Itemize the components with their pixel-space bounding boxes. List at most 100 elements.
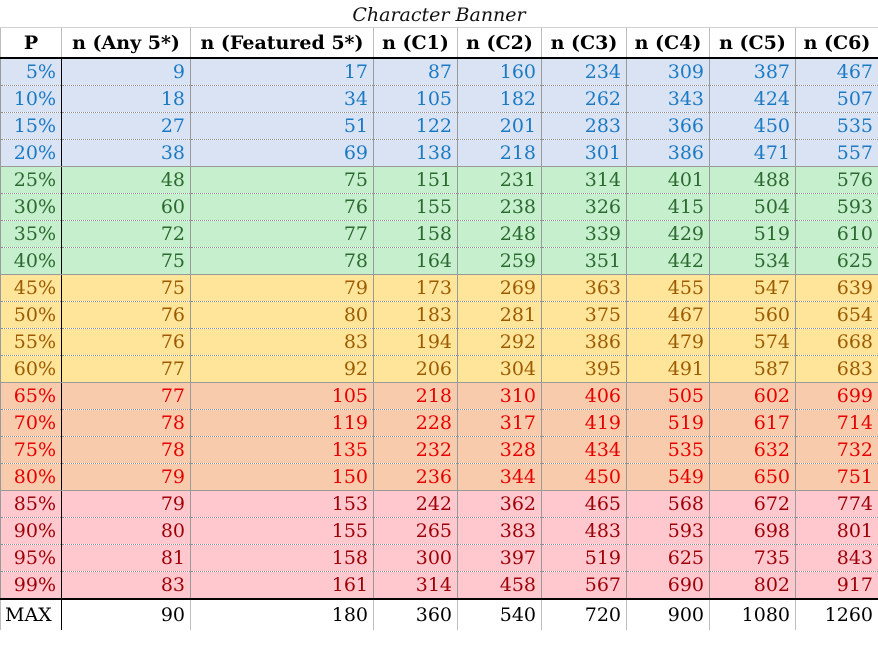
pull-count-cell: 344 [457,463,542,491]
table-row: 90% 80 155 265 383 483 593 698 801 [0,517,878,545]
pull-count-cell: 269 [457,274,542,302]
header-c2: n (C2) [457,28,542,59]
max-cell: 1260 [795,598,878,630]
table-row: 85% 79 153 242 362 465 568 672 774 [0,490,878,518]
probability-cell: 5% [0,58,62,86]
probability-cell: 65% [0,382,62,410]
pull-count-cell: 397 [457,544,542,572]
pull-count-cell: 119 [190,409,374,437]
probability-cell: 50% [0,301,62,329]
pull-count-cell: 259 [457,247,542,275]
pull-count-cell: 698 [709,517,796,545]
pull-count-cell: 593 [626,517,710,545]
pull-count-cell: 281 [457,301,542,329]
pull-count-cell: 450 [541,463,627,491]
pull-count-cell: 182 [457,85,542,113]
pull-count-cell: 491 [626,355,710,383]
table-row: 20% 38 69 138 218 301 386 471 557 [0,139,878,167]
pull-count-cell: 158 [373,220,458,248]
probability-cell: 30% [0,193,62,221]
pull-count-cell: 76 [61,328,191,356]
pull-count-cell: 774 [795,490,878,518]
pull-count-cell: 843 [795,544,878,572]
pull-count-cell: 309 [626,58,710,86]
pull-count-cell: 81 [61,544,191,572]
pull-count-cell: 560 [709,301,796,329]
pull-count-cell: 576 [795,166,878,194]
pull-count-cell: 60 [61,193,191,221]
pull-count-cell: 683 [795,355,878,383]
pull-count-cell: 194 [373,328,458,356]
pull-count-cell: 429 [626,220,710,248]
table-row: 40% 75 78 164 259 351 442 534 625 [0,247,878,275]
pull-count-cell: 77 [61,355,191,383]
table-row: 30% 60 76 155 238 326 415 504 593 [0,193,878,221]
pull-count-cell: 83 [190,328,374,356]
pull-count-cell: 75 [61,274,191,302]
pull-count-cell: 699 [795,382,878,410]
pull-count-cell: 80 [61,517,191,545]
pull-count-cell: 105 [190,382,374,410]
pull-count-cell: 587 [709,355,796,383]
probability-cell: 45% [0,274,62,302]
pull-count-cell: 105 [373,85,458,113]
pull-count-cell: 639 [795,274,878,302]
pull-count-cell: 38 [61,139,191,167]
pull-count-cell: 78 [61,436,191,464]
probability-cell: 85% [0,490,62,518]
max-cell: 90 [61,598,191,630]
pull-count-cell: 386 [626,139,710,167]
pull-count-cell: 155 [190,517,374,545]
pull-count-cell: 328 [457,436,542,464]
header-c4: n (C4) [626,28,710,59]
pull-count-cell: 80 [190,301,374,329]
pull-count-cell: 455 [626,274,710,302]
max-label: MAX [0,598,62,630]
pull-count-cell: 519 [541,544,627,572]
pull-count-cell: 317 [457,409,542,437]
pull-count-cell: 617 [709,409,796,437]
pull-count-cell: 314 [373,571,458,600]
pull-count-cell: 568 [626,490,710,518]
max-cell: 720 [541,598,627,630]
table-row: 50% 76 80 183 281 375 467 560 654 [0,301,878,329]
pull-count-cell: 672 [709,490,796,518]
probability-cell: 25% [0,166,62,194]
pull-count-cell: 362 [457,490,542,518]
table-body: 5% 9 17 87 160 234 309 387 467 10% 18 34 105 182 262 34… [0,58,878,600]
max-row: MAX 90 180 360 540 720 900 1080 1260 [0,598,878,630]
header-c3: n (C3) [541,28,627,59]
header-any-5star: n (Any 5*) [61,28,191,59]
probability-cell: 20% [0,139,62,167]
probability-cell: 60% [0,355,62,383]
pull-count-cell: 467 [626,301,710,329]
pull-count-cell: 83 [61,571,191,600]
pull-count-cell: 300 [373,544,458,572]
table-row: 75% 78 135 232 328 434 535 632 732 [0,436,878,464]
pull-count-cell: 602 [709,382,796,410]
max-cell: 540 [457,598,542,630]
pull-count-cell: 366 [626,112,710,140]
pull-count-cell: 351 [541,247,627,275]
table-row: 70% 78 119 228 317 419 519 617 714 [0,409,878,437]
pull-count-cell: 248 [457,220,542,248]
pull-count-cell: 535 [626,436,710,464]
probability-cell: 80% [0,463,62,491]
header-featured-5star: n (Featured 5*) [190,28,374,59]
table-row: 95% 81 158 300 397 519 625 735 843 [0,544,878,572]
table-row: 35% 72 77 158 248 339 429 519 610 [0,220,878,248]
probability-cell: 40% [0,247,62,275]
pull-count-cell: 668 [795,328,878,356]
pull-count-cell: 304 [457,355,542,383]
pull-count-cell: 471 [709,139,796,167]
pull-count-cell: 519 [626,409,710,437]
pull-count-cell: 9 [61,58,191,86]
table-row: 60% 77 92 206 304 395 491 587 683 [0,355,878,383]
pull-count-cell: 547 [709,274,796,302]
pull-count-cell: 87 [373,58,458,86]
pull-count-cell: 77 [61,382,191,410]
pull-count-cell: 488 [709,166,796,194]
pull-count-cell: 507 [795,85,878,113]
probability-cell: 35% [0,220,62,248]
